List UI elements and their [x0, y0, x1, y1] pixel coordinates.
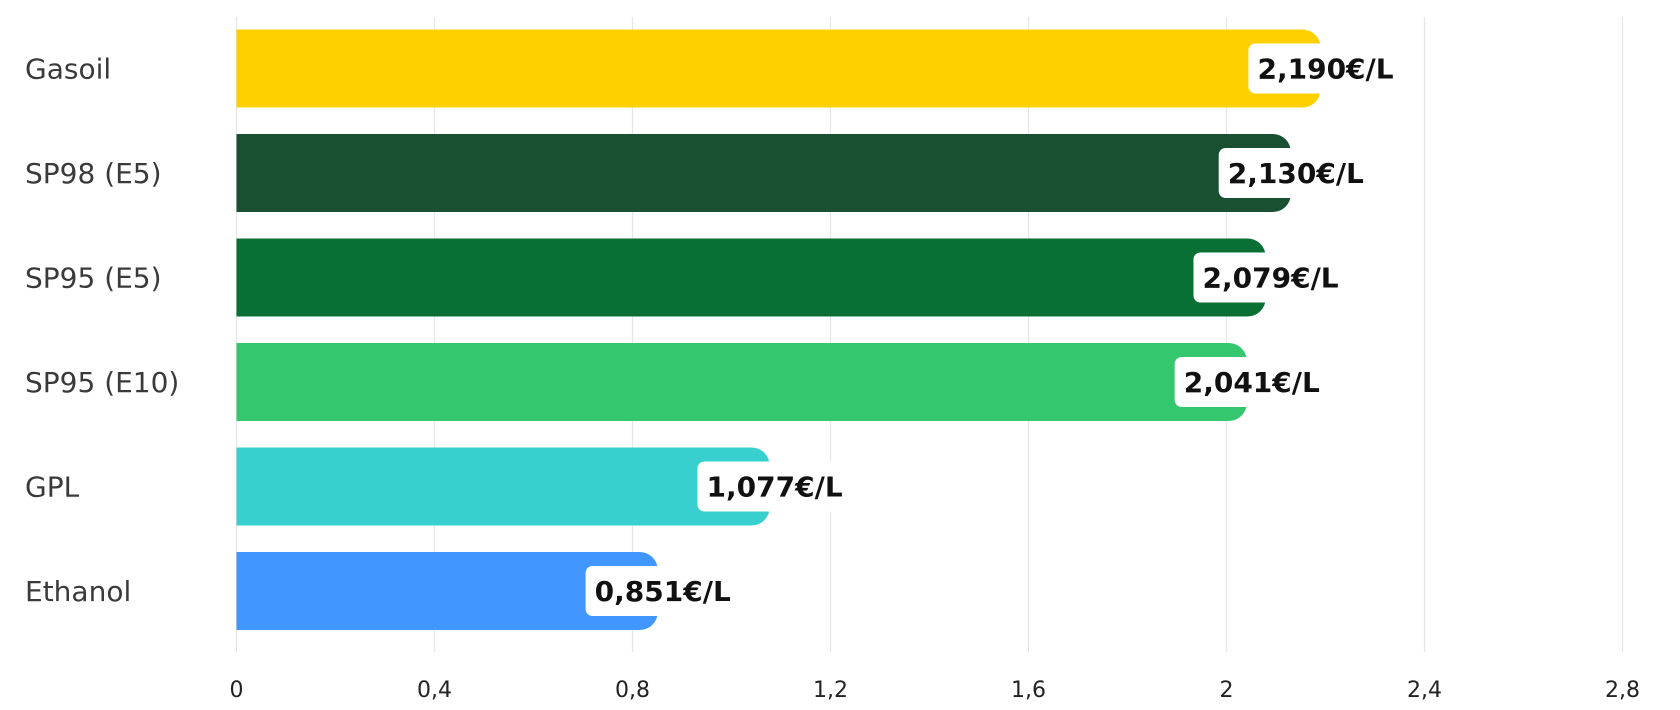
category-label: Ethanol: [25, 575, 131, 608]
bar: [236, 447, 770, 526]
x-tick-label: 0: [230, 678, 244, 703]
category-label: SP95 (E10): [25, 366, 179, 399]
value-label-box: [1248, 43, 1403, 94]
category-label: GPL: [25, 471, 80, 504]
bar: [236, 343, 1247, 421]
value-label-text: 2,041€/L: [1184, 366, 1320, 399]
value-label-box: [697, 461, 852, 512]
value-label: 1,077€/L: [697, 461, 852, 512]
value-label: 2,041€/L: [1174, 357, 1329, 407]
value-label-box: [1218, 148, 1373, 198]
category-label: SP98 (E5): [25, 157, 162, 190]
x-tick-label: 2: [1220, 678, 1234, 703]
value-label-text: 2,190€/L: [1257, 53, 1393, 86]
x-tick-label: 1,6: [1011, 678, 1046, 703]
value-label-box: [585, 566, 740, 616]
category-labels: Gasoil SP98 (E5) SP95 (E5) SP95 (E10) GPL Eth…: [25, 53, 179, 609]
value-label: 2,190€/L: [1248, 43, 1403, 94]
value-label-text: 0,851€/L: [595, 575, 731, 608]
value-label-text: 1,077€/L: [707, 471, 843, 504]
value-label: 2,079€/L: [1193, 252, 1348, 303]
x-tick-label: 2,4: [1407, 678, 1442, 703]
value-label-text: 2,130€/L: [1228, 157, 1364, 190]
grid-layer: [235, 17, 1624, 652]
x-tick-label: 1,2: [813, 678, 848, 703]
bar: [236, 134, 1291, 212]
category-label: Gasoil: [25, 53, 111, 86]
value-labels: 2,190€/L 2,130€/L 2,079€/L 2,041€/L 1,077€/L…: [585, 43, 1403, 616]
value-label: 2,130€/L: [1218, 148, 1373, 198]
category-label: SP95 (E5): [25, 262, 162, 295]
value-label-box: [1193, 252, 1348, 303]
value-label-box: [1174, 357, 1329, 407]
x-axis-tick-labels: 0 0,4 0,8 1,2 1,6 2 2,4 2,8: [230, 678, 1641, 703]
bar: [236, 29, 1321, 108]
bars-layer: [236, 29, 1321, 630]
bar: [236, 552, 658, 630]
bar: [236, 238, 1266, 317]
x-tick-label: 2,8: [1605, 678, 1640, 703]
x-tick-label: 0,8: [615, 678, 650, 703]
value-label: 0,851€/L: [585, 566, 740, 616]
value-label-text: 2,079€/L: [1203, 262, 1339, 295]
x-tick-label: 0,4: [417, 678, 452, 703]
